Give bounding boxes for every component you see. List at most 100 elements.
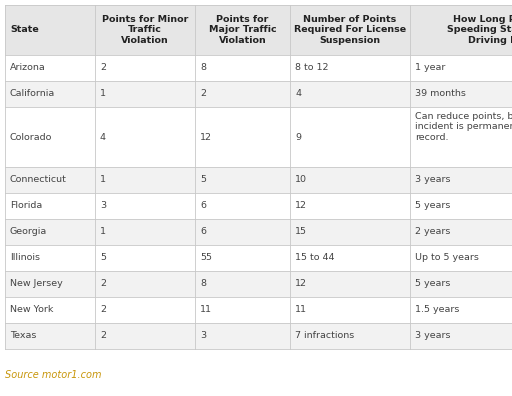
Text: Connecticut: Connecticut [10, 175, 67, 185]
Bar [5, 245, 95, 271]
Text: 55: 55 [200, 253, 212, 263]
Text: 8 to 12: 8 to 12 [295, 63, 329, 72]
Text: 2 years: 2 years [415, 227, 451, 236]
Bar [195, 167, 290, 193]
Bar [410, 271, 512, 297]
Text: Points for
Major Traffic
Violation: Points for Major Traffic Violation [209, 15, 276, 45]
Bar [5, 5, 95, 55]
Text: 11: 11 [200, 305, 212, 314]
Bar [5, 271, 95, 297]
Bar [95, 55, 195, 81]
Text: 6: 6 [200, 227, 206, 236]
Bar [290, 55, 410, 81]
Text: State: State [10, 25, 39, 34]
Bar [410, 167, 512, 193]
Text: Source motor1.com: Source motor1.com [5, 370, 101, 380]
Bar [290, 193, 410, 219]
Text: 1 year: 1 year [415, 63, 445, 72]
Text: 8: 8 [200, 63, 206, 72]
Bar [195, 271, 290, 297]
Bar [290, 167, 410, 193]
Bar [290, 81, 410, 107]
Bar [195, 193, 290, 219]
Bar [95, 297, 195, 323]
Bar [195, 107, 290, 167]
Text: Number of Points
Required For License
Suspension: Number of Points Required For License Su… [294, 15, 406, 45]
Text: Up to 5 years: Up to 5 years [415, 253, 479, 263]
Bar [5, 193, 95, 219]
Text: 8: 8 [200, 280, 206, 289]
Text: 4: 4 [100, 133, 106, 141]
Text: 12: 12 [295, 202, 307, 211]
Text: Arizona: Arizona [10, 63, 46, 72]
Text: New York: New York [10, 305, 53, 314]
Text: Colorado: Colorado [10, 133, 52, 141]
Text: Points for Minor
Traffic
Violation: Points for Minor Traffic Violation [102, 15, 188, 45]
Bar [290, 5, 410, 55]
Text: 3 years: 3 years [415, 175, 451, 185]
Bar [5, 323, 95, 349]
Bar [195, 81, 290, 107]
Text: 9: 9 [295, 133, 301, 141]
Text: How Long Points for
Speeding Stay on Your
Driving Record: How Long Points for Speeding Stay on You… [447, 15, 512, 45]
Text: Texas: Texas [10, 331, 36, 341]
Text: 11: 11 [295, 305, 307, 314]
Bar [95, 107, 195, 167]
Bar [195, 219, 290, 245]
Bar [195, 323, 290, 349]
Bar [5, 81, 95, 107]
Bar [290, 219, 410, 245]
Text: 15: 15 [295, 227, 307, 236]
Text: 2: 2 [100, 280, 106, 289]
Bar [5, 107, 95, 167]
Text: Florida: Florida [10, 202, 42, 211]
Text: 1: 1 [100, 227, 106, 236]
Bar [95, 167, 195, 193]
Bar [195, 55, 290, 81]
Text: 3: 3 [200, 331, 206, 341]
Text: 3 years: 3 years [415, 331, 451, 341]
Bar [410, 297, 512, 323]
Bar [95, 245, 195, 271]
Text: 5: 5 [100, 253, 106, 263]
Bar [95, 5, 195, 55]
Bar [410, 245, 512, 271]
Bar [5, 55, 95, 81]
Text: 5 years: 5 years [415, 202, 451, 211]
Text: 3: 3 [100, 202, 106, 211]
Bar [410, 55, 512, 81]
Bar [195, 297, 290, 323]
Text: 6: 6 [200, 202, 206, 211]
Bar [95, 81, 195, 107]
Bar [410, 323, 512, 349]
Bar [290, 271, 410, 297]
Text: 2: 2 [200, 89, 206, 99]
Text: 2: 2 [100, 63, 106, 72]
Text: 5 years: 5 years [415, 280, 451, 289]
Bar [410, 107, 512, 167]
Text: Illinois: Illinois [10, 253, 40, 263]
Text: Can reduce points, but the
incident is permanent on
record.: Can reduce points, but the incident is p… [415, 112, 512, 142]
Bar [410, 5, 512, 55]
Bar [410, 81, 512, 107]
Bar [5, 219, 95, 245]
Text: 12: 12 [295, 280, 307, 289]
Text: 1: 1 [100, 175, 106, 185]
Bar [410, 193, 512, 219]
Bar [290, 245, 410, 271]
Bar [95, 219, 195, 245]
Bar [290, 297, 410, 323]
Bar [195, 5, 290, 55]
Text: 1: 1 [100, 89, 106, 99]
Bar [95, 323, 195, 349]
Text: 39 months: 39 months [415, 89, 466, 99]
Text: Georgia: Georgia [10, 227, 47, 236]
Bar [5, 167, 95, 193]
Bar [410, 219, 512, 245]
Text: California: California [10, 89, 55, 99]
Text: 7 infractions: 7 infractions [295, 331, 354, 341]
Bar [290, 323, 410, 349]
Bar [195, 245, 290, 271]
Bar [95, 271, 195, 297]
Text: 10: 10 [295, 175, 307, 185]
